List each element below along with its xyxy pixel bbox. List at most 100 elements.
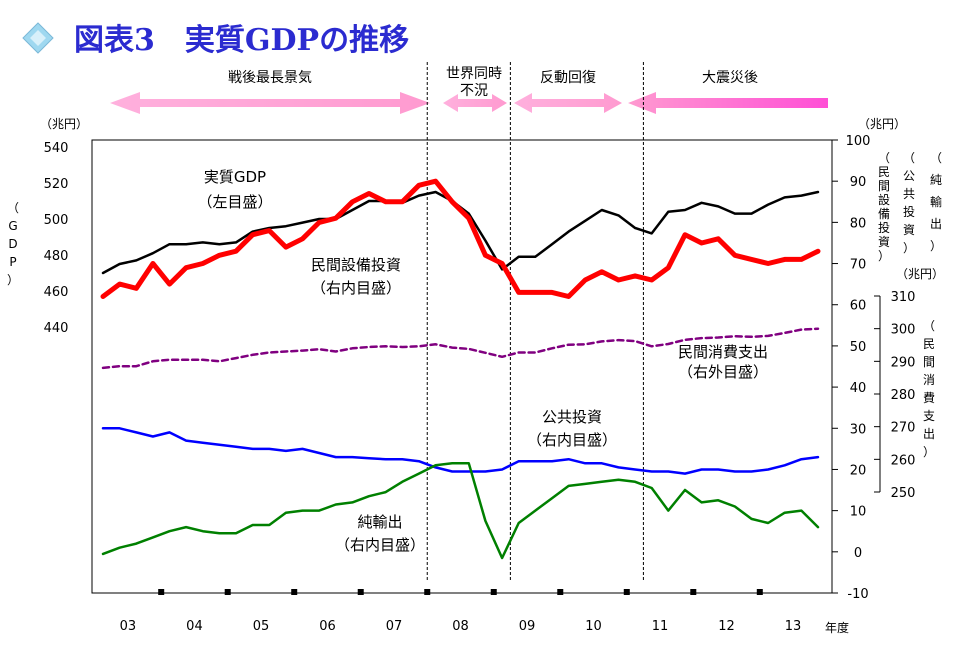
series-line: [101, 427, 820, 475]
consumption-annotation-line2: （右外目盛）: [678, 363, 768, 381]
right-outer-axis-title: （ 民間消費支出 ）: [923, 319, 935, 459]
title-diamond-inner-icon: [30, 30, 46, 46]
left-axis-title-char: D: [8, 237, 17, 251]
right-inner-tick-label: -10: [847, 587, 868, 602]
period-label-recovery: 反動回復: [540, 69, 596, 86]
right-inner-tick-label: 90: [850, 175, 867, 190]
period-arrow-boom: [110, 92, 430, 114]
x-tick-label: 05: [253, 619, 270, 634]
period-label-recession-line2: 不況: [460, 83, 488, 99]
series-line: [101, 462, 820, 560]
right-outer-tick-label: 250: [891, 486, 916, 501]
right-inner-axis-title: （民間設備投資）（公共投資）（純輸出）: [878, 151, 942, 263]
consumption-axis-title-char: 民: [923, 337, 935, 351]
x-year-marker: [490, 589, 497, 595]
right-inner-tick-label: 100: [846, 134, 871, 149]
public-axis-title-char: ）: [903, 241, 915, 255]
period-arrow-post-quake: [628, 92, 828, 114]
right-inner-axis-ticks: -10 0 10 20 30 40 50 60 70 80 90 100: [832, 134, 870, 602]
public-axis-title-char: 投: [903, 204, 915, 219]
period-label-boom: 戦後最長景気: [228, 70, 312, 86]
x-year-marker: [158, 589, 165, 595]
right-outer-tick-label: 290: [891, 355, 916, 370]
right-outer-tick-label: 260: [891, 453, 916, 468]
capex-axis-title-char: 設: [878, 192, 890, 207]
capex-axis-title-char: 備: [878, 206, 890, 221]
right-inner-tick-label: 80: [850, 216, 867, 231]
x-axis: 03 04 05 06 07 08 09 10 11 12 13: [120, 589, 802, 634]
x-tick-label: 08: [452, 619, 469, 634]
series-line: [101, 327, 820, 370]
series-lines: [100, 178, 821, 560]
left-axis-title: （ GDP ）: [7, 201, 19, 287]
capex-axis-title-char: 間: [878, 179, 890, 193]
consumption-axis-title-char: ）: [923, 445, 935, 459]
x-year-marker: [690, 589, 697, 595]
left-tick-label: 500: [44, 213, 69, 228]
x-tick-label: 10: [585, 619, 602, 634]
right-outer-axis-unit: （兆円）: [896, 267, 944, 281]
series-line: [100, 178, 821, 299]
right-inner-tick-label: 40: [850, 381, 867, 396]
right-outer-axis-ticks: 250 260 270 280 290 300 310: [874, 290, 915, 501]
left-axis-title-char: ）: [7, 273, 19, 287]
right-outer-tick-label: 270: [891, 421, 916, 436]
x-tick-label: 09: [519, 619, 536, 634]
x-tick-label: 06: [319, 619, 336, 634]
x-tick-label: 12: [718, 619, 735, 634]
netexports-annotation-line2: （右内目盛）: [335, 536, 425, 554]
capex-annotation-line2: （右内目盛）: [311, 279, 401, 297]
capex-axis-title-char: （: [878, 151, 890, 165]
right-inner-tick-label: 20: [850, 463, 867, 478]
consumption-axis-title-char: 支: [923, 409, 935, 423]
left-tick-label: 520: [44, 177, 69, 192]
x-year-marker: [424, 589, 431, 595]
left-tick-label: 440: [44, 321, 69, 336]
consumption-annotation-line1: 民間消費支出: [678, 343, 768, 361]
x-year-marker: [291, 589, 298, 595]
right-inner-tick-label: 70: [850, 258, 867, 273]
capex-axis-title-char: ）: [878, 249, 890, 263]
public-annotation-line2: （右内目盛）: [527, 431, 617, 449]
left-axis-title-char: G: [8, 219, 17, 233]
left-axis-title-char: （: [7, 201, 19, 215]
x-tick-label: 03: [120, 619, 137, 634]
right-outer-tick-label: 310: [891, 290, 916, 305]
right-outer-tick-label: 300: [891, 323, 916, 338]
plot-frame: [91, 139, 833, 594]
netexports-axis-title-char: 輸: [930, 194, 942, 209]
period-arrow-recession: [443, 94, 507, 112]
capex-axis-title-char: 投: [878, 220, 890, 235]
x-year-marker: [357, 589, 364, 595]
right-inner-tick-label: 30: [850, 422, 867, 437]
right-outer-tick-label: 280: [891, 388, 916, 403]
right-inner-tick-label: 50: [850, 340, 867, 355]
x-year-marker: [224, 589, 231, 595]
gdp-annotation-line1: 実質GDP: [204, 168, 266, 186]
public-annotation-line1: 公共投資: [542, 408, 602, 426]
x-tick-label: 13: [785, 619, 802, 634]
consumption-axis-title-char: 費: [923, 390, 935, 405]
x-year-marker: [557, 589, 564, 595]
right-inner-axis-unit: （兆円）: [858, 117, 906, 131]
period-label-post-quake: 大震災後: [702, 70, 758, 86]
public-axis-title-char: （: [903, 151, 915, 165]
capex-axis-title-char: 資: [878, 235, 890, 249]
netexports-axis-title-char: （: [930, 151, 942, 165]
x-tick-label: 11: [652, 619, 669, 634]
period-label-recession-line1: 世界同時: [446, 66, 502, 82]
x-year-marker: [756, 589, 763, 595]
netexports-axis-title-char: 出: [930, 217, 942, 231]
left-axis-title-char: P: [9, 255, 16, 269]
netexports-axis-title-char: 純: [930, 173, 942, 187]
chart-title: 図表3 実質GDPの推移: [74, 23, 409, 58]
public-axis-title-char: 共: [903, 187, 915, 201]
consumption-axis-title-char: （: [923, 319, 935, 333]
public-axis-title-char: 資: [903, 223, 915, 237]
period-arrow-recovery: [514, 93, 622, 113]
left-axis-ticks: 440 460 480 500 520 540: [44, 141, 69, 336]
consumption-axis-title-char: 出: [923, 427, 935, 441]
x-tick-label: 07: [386, 619, 403, 634]
